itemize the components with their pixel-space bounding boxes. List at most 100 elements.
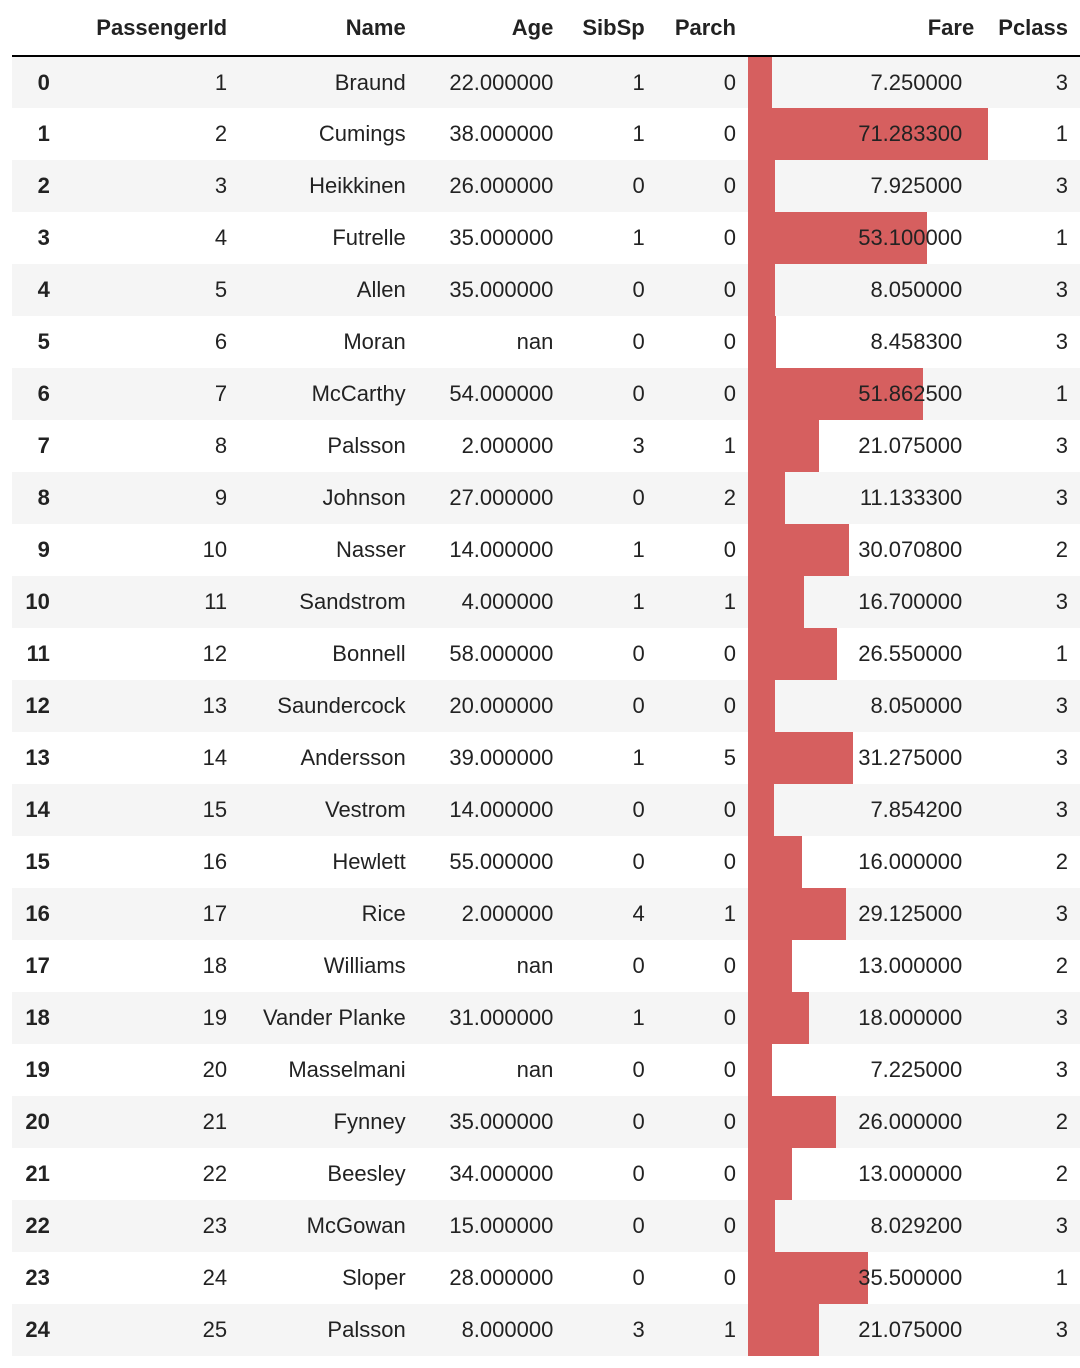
table-row: 5 6 Moran nan 0 0 8.458300 3 bbox=[12, 316, 1080, 368]
age-cell: 31.000000 bbox=[449, 1005, 554, 1030]
pclass-cell: 3 bbox=[1055, 797, 1068, 822]
pclass-cell: 3 bbox=[1055, 485, 1068, 510]
table-row: 6 7 McCarthy 54.000000 0 0 51.862500 1 bbox=[12, 368, 1080, 420]
parch-cell: 0 bbox=[723, 1109, 736, 1134]
fare-bar bbox=[747, 784, 774, 836]
table-row: 1 2 Cumings 38.000000 1 0 71.283300 1 bbox=[12, 108, 1080, 160]
passengerid-cell: 1 bbox=[214, 69, 228, 95]
parch-cell: 0 bbox=[723, 1213, 736, 1238]
sibsp-cell: 1 bbox=[632, 537, 645, 562]
table-row: 19 20 Masselmani nan 0 0 7.225000 3 bbox=[12, 1044, 1080, 1096]
parch-cell: 0 bbox=[723, 69, 736, 95]
parch-cell: 0 bbox=[723, 173, 736, 198]
fare-cell: 30.070800 bbox=[747, 524, 986, 576]
fare-value: 8.029200 bbox=[870, 1213, 963, 1238]
fare-value: 8.458300 bbox=[870, 329, 963, 354]
name-cell: Palsson bbox=[327, 1317, 406, 1342]
pclass-cell: 1 bbox=[1055, 1265, 1068, 1290]
name-cell: Beesley bbox=[327, 1161, 406, 1186]
pclass-cell: 1 bbox=[1055, 121, 1068, 146]
passengerid-cell: 23 bbox=[202, 1213, 228, 1238]
age-cell: 14.000000 bbox=[449, 537, 554, 562]
name-cell: Masselmani bbox=[288, 1057, 406, 1082]
row-index-cell: 22 bbox=[25, 1213, 50, 1238]
pclass-cell: 2 bbox=[1055, 1109, 1068, 1134]
age-cell: 8.000000 bbox=[461, 1317, 554, 1342]
table-row: 10 11 Sandstrom 4.000000 1 1 16.700000 3 bbox=[12, 576, 1080, 628]
pclass-cell: 3 bbox=[1055, 329, 1068, 354]
passengerid-cell: 2 bbox=[214, 121, 228, 146]
parch-cell: 0 bbox=[723, 225, 736, 250]
row-index-cell: 14 bbox=[25, 797, 50, 822]
fare-bar bbox=[747, 888, 846, 940]
row-index-cell: 5 bbox=[37, 329, 50, 354]
row-index-cell: 16 bbox=[25, 901, 50, 926]
age-cell: 35.000000 bbox=[449, 277, 554, 302]
fare-bar bbox=[747, 1304, 819, 1356]
age-column-header: Age bbox=[417, 0, 566, 57]
fare-value: 18.000000 bbox=[858, 1005, 963, 1030]
fare-bar bbox=[747, 680, 775, 732]
fare-value: 26.550000 bbox=[858, 641, 963, 666]
pclass-cell: 3 bbox=[1055, 901, 1068, 926]
name-cell: Bonnell bbox=[332, 641, 406, 666]
passenger-dataframe: PassengerId Name Age SibSp Parch Fare Pc… bbox=[12, 0, 1080, 1356]
sibsp-cell: 0 bbox=[632, 797, 645, 822]
table-row: 0 1 Braund 22.000000 1 0 7.250000 3 bbox=[12, 56, 1080, 108]
table-row: 2 3 Heikkinen 26.000000 0 0 7.925000 3 bbox=[12, 160, 1080, 212]
fare-value: 26.000000 bbox=[858, 1109, 963, 1134]
passengerid-cell: 12 bbox=[202, 641, 228, 666]
sibsp-cell: 1 bbox=[632, 225, 645, 250]
fare-cell: 16.000000 bbox=[747, 836, 986, 888]
row-index-cell: 7 bbox=[37, 433, 50, 458]
fare-cell: 26.000000 bbox=[747, 1096, 986, 1148]
sibsp-cell: 4 bbox=[632, 901, 645, 926]
table-row: 9 10 Nasser 14.000000 1 0 30.070800 2 bbox=[12, 524, 1080, 576]
fare-cell: 21.075000 bbox=[747, 420, 986, 472]
passengerid-cell: 7 bbox=[214, 381, 228, 406]
passengerid-cell: 13 bbox=[202, 693, 228, 718]
table-row: 14 15 Vestrom 14.000000 0 0 7.854200 3 bbox=[12, 784, 1080, 836]
table-row: 18 19 Vander Planke 31.000000 1 0 18.000000 3 bbox=[12, 992, 1080, 1044]
parch-cell: 2 bbox=[723, 485, 736, 510]
fare-bar bbox=[747, 1044, 772, 1096]
age-cell: 15.000000 bbox=[449, 1213, 554, 1238]
name-cell: Sloper bbox=[342, 1265, 406, 1290]
parch-cell: 1 bbox=[723, 589, 736, 614]
parch-cell: 1 bbox=[723, 433, 736, 458]
fare-cell: 51.862500 bbox=[747, 368, 986, 420]
row-index-cell: 21 bbox=[25, 1161, 50, 1186]
age-cell: 35.000000 bbox=[449, 1109, 554, 1134]
fare-cell: 11.133300 bbox=[747, 472, 986, 524]
sibsp-cell: 0 bbox=[632, 173, 645, 198]
table-row: 20 21 Fynney 35.000000 0 0 26.000000 2 bbox=[12, 1096, 1080, 1148]
fare-value: 51.862500 bbox=[858, 381, 963, 406]
fare-bar bbox=[747, 212, 927, 264]
fare-bar bbox=[747, 1200, 775, 1252]
passengerid-cell: 20 bbox=[202, 1057, 228, 1082]
passengerid-cell: 24 bbox=[202, 1265, 228, 1290]
passengerid-cell: 19 bbox=[202, 1005, 228, 1030]
fare-cell: 71.283300 bbox=[747, 108, 988, 160]
name-cell: Nasser bbox=[336, 537, 406, 562]
name-cell: Saundercock bbox=[277, 693, 406, 718]
sibsp-cell: 0 bbox=[632, 1109, 645, 1134]
fare-cell: 29.125000 bbox=[747, 888, 986, 940]
fare-bar bbox=[747, 57, 772, 108]
age-cell: 55.000000 bbox=[449, 849, 554, 874]
name-cell: Andersson bbox=[300, 745, 406, 770]
name-cell: Vander Planke bbox=[262, 1005, 406, 1030]
age-cell: 14.000000 bbox=[449, 797, 554, 822]
parch-cell: 0 bbox=[723, 797, 736, 822]
pclass-cell: 3 bbox=[1055, 173, 1068, 198]
table-row: 15 16 Hewlett 55.000000 0 0 16.000000 2 bbox=[12, 836, 1080, 888]
sibsp-cell: 1 bbox=[632, 1005, 645, 1030]
fare-value: 53.100000 bbox=[858, 225, 963, 250]
fare-value: 13.000000 bbox=[858, 953, 963, 978]
age-cell: 2.000000 bbox=[461, 433, 554, 458]
parch-cell: 0 bbox=[723, 277, 736, 302]
row-index-cell: 12 bbox=[25, 693, 50, 718]
parch-cell: 0 bbox=[723, 121, 736, 146]
age-cell: nan bbox=[516, 953, 554, 978]
sibsp-cell: 1 bbox=[632, 69, 645, 95]
